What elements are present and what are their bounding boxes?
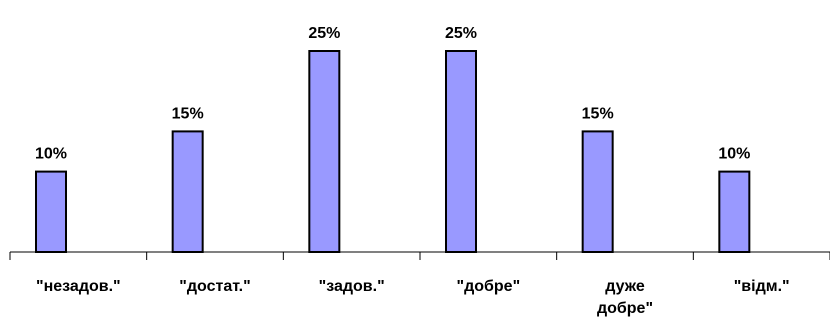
data-label-3: 25% [445, 25, 477, 42]
data-label-1: 15% [172, 105, 204, 122]
x-tick-label-line: "відм." [734, 278, 790, 295]
bar-4 [581, 130, 614, 253]
x-tick-label-5: "відм." [734, 278, 790, 295]
data-labels-layer: 10% 15% 25% 25% 15% 10% [35, 25, 750, 163]
bars-layer [35, 50, 751, 254]
x-tick-label-line: "достат." [179, 278, 250, 295]
bar-1 [171, 130, 204, 253]
x-tick-labels: "незадов." "достат." "задов." "добре" дуже до… [36, 278, 790, 317]
x-tick-label-4: дуже добре" [597, 278, 653, 317]
x-tick-label-line: "добре" [457, 278, 521, 295]
x-tick-label-line: "незадов." [36, 278, 121, 295]
data-label-5: 10% [718, 146, 750, 163]
x-tick-label-0: "незадов." [36, 278, 121, 295]
data-label-0: 10% [35, 146, 67, 163]
x-tick-label-line: добре" [597, 300, 653, 317]
bar-3 [445, 50, 477, 253]
bar-2 [308, 50, 341, 253]
data-label-4: 15% [582, 105, 614, 122]
x-tick-label-1: "достат." [179, 278, 250, 295]
bar-0 [35, 170, 67, 254]
x-tick-label-line: "задов." [319, 278, 385, 295]
x-tick-label-line: дуже [605, 278, 645, 295]
bar-5 [718, 170, 751, 254]
data-label-2: 25% [308, 25, 340, 42]
x-axis [9, 251, 830, 260]
x-tick-label-3: "добре" [457, 278, 521, 295]
x-tick-label-2: "задов." [319, 278, 385, 295]
